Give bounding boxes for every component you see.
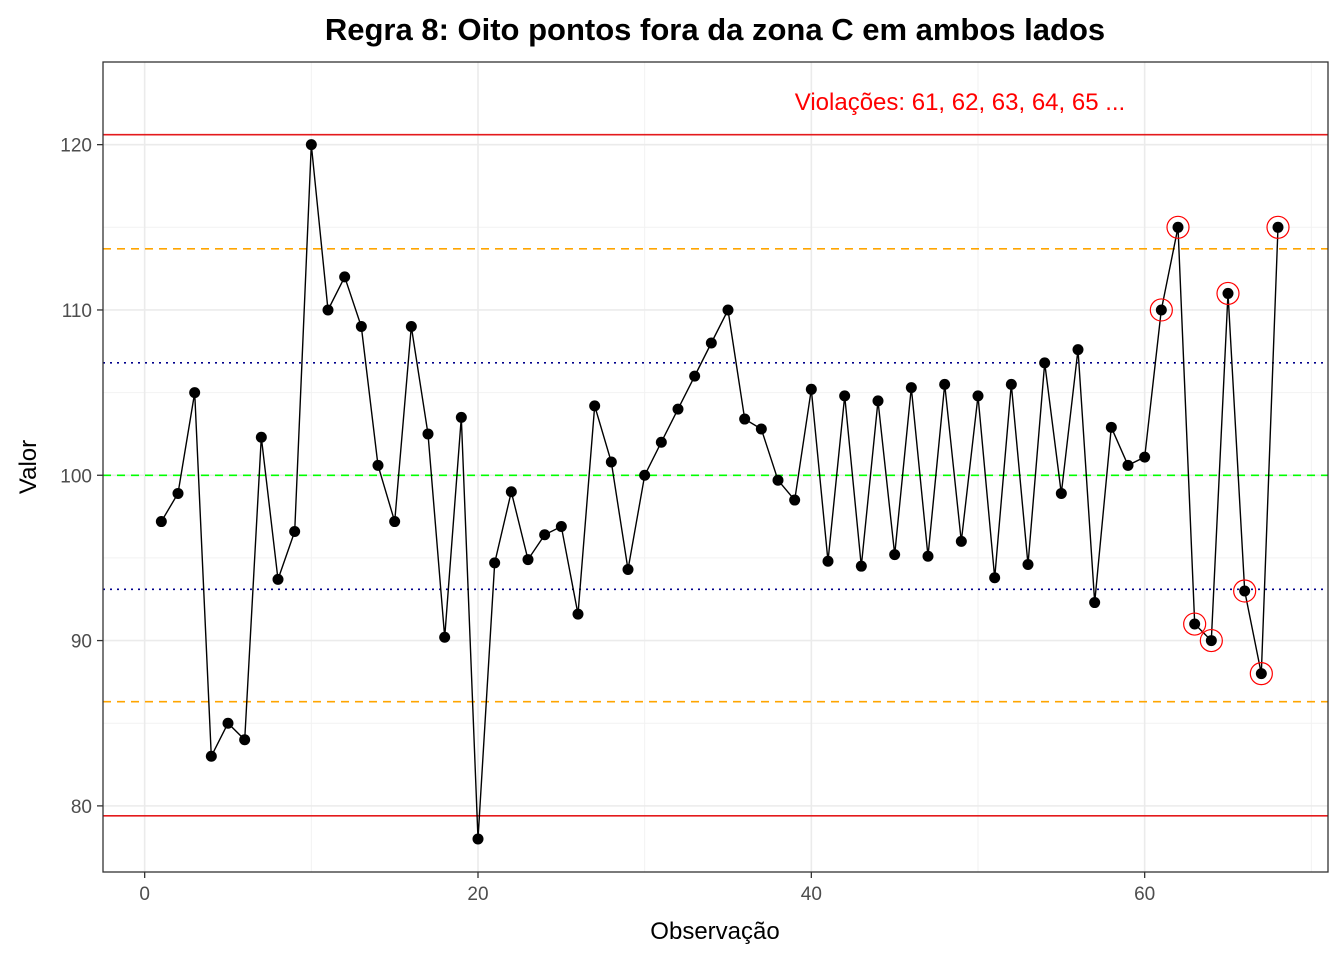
violations-annotation: Violações: 61, 62, 63, 64, 65 ...	[795, 89, 1125, 116]
data-point	[1055, 487, 1067, 499]
y-tick-label: 90	[71, 632, 92, 653]
data-point	[555, 521, 567, 533]
data-point	[189, 387, 201, 399]
data-point	[755, 423, 767, 435]
violation-ring	[1233, 579, 1257, 603]
data-point	[522, 554, 534, 566]
data-point	[172, 487, 184, 499]
data-point	[855, 560, 867, 572]
grid	[103, 62, 1328, 872]
violation-ring	[1199, 628, 1223, 653]
data-point	[822, 555, 834, 567]
data-point	[939, 378, 951, 390]
violation-ring	[1166, 215, 1190, 239]
y-axis-title: Valor	[15, 440, 42, 494]
data-point	[389, 516, 401, 528]
violation-ring	[1249, 662, 1273, 686]
data-point	[772, 474, 784, 486]
data-point	[722, 304, 734, 316]
y-tick-label: 110	[62, 301, 92, 322]
y-axis-ticks: 80 90 100 110 120	[60, 136, 103, 818]
data-point	[272, 573, 284, 585]
data-point	[439, 631, 451, 643]
data-point	[1239, 585, 1251, 597]
data-point	[1155, 304, 1167, 316]
data-point	[255, 431, 267, 443]
data-point	[655, 436, 667, 448]
data-point	[355, 320, 367, 332]
data-series	[155, 139, 1284, 845]
data-point	[1222, 287, 1234, 299]
data-point	[1172, 221, 1184, 233]
violation-ring	[1183, 612, 1207, 636]
data-point	[955, 535, 967, 547]
data-point	[905, 382, 917, 394]
data-point	[639, 469, 651, 481]
data-point	[839, 390, 851, 402]
data-point	[1105, 421, 1117, 433]
x-axis-ticks: 0 20 40 60	[139, 872, 1155, 905]
series-line	[160, 144, 1279, 839]
data-point	[872, 395, 884, 407]
x-tick-label: 20	[467, 884, 488, 905]
data-point	[989, 572, 1001, 584]
data-point	[455, 411, 467, 423]
data-point	[405, 320, 417, 332]
violation-markers	[1149, 215, 1290, 686]
data-point	[539, 529, 551, 541]
reference-lines	[103, 133, 1328, 817]
violation-ring	[1216, 281, 1240, 306]
y-tick-label: 100	[60, 466, 92, 487]
data-point	[1205, 635, 1217, 647]
data-point	[622, 563, 634, 575]
data-point	[1189, 618, 1201, 630]
data-point	[972, 390, 984, 402]
data-point	[422, 428, 434, 440]
x-tick-label: 60	[1134, 884, 1155, 905]
data-point	[1272, 221, 1284, 233]
data-point	[705, 337, 717, 349]
data-point	[1089, 597, 1101, 609]
data-point	[222, 717, 234, 729]
data-point	[1039, 357, 1051, 369]
data-point	[672, 403, 684, 415]
data-point	[322, 304, 334, 316]
data-point	[1255, 668, 1267, 680]
data-point	[922, 550, 934, 562]
y-tick-label: 120	[60, 136, 92, 157]
data-point	[1072, 344, 1084, 356]
panel-border	[102, 61, 1329, 873]
data-point	[889, 549, 901, 561]
data-point	[372, 459, 384, 471]
data-point	[239, 734, 251, 746]
data-point	[805, 383, 817, 395]
data-point	[605, 456, 617, 468]
data-point	[572, 608, 584, 620]
data-point	[505, 486, 517, 498]
data-point	[489, 557, 501, 569]
data-point	[789, 494, 801, 506]
x-axis-title: Observação	[650, 918, 779, 945]
data-point	[472, 833, 484, 845]
data-point	[1139, 451, 1151, 463]
data-point	[1122, 459, 1134, 471]
data-point	[155, 516, 167, 528]
x-tick-label: 0	[139, 884, 150, 905]
data-point	[339, 271, 351, 283]
y-tick-label: 80	[71, 797, 92, 818]
chart-title: Regra 8: Oito pontos fora da zona C em a…	[325, 12, 1105, 47]
violation-ring	[1149, 298, 1173, 322]
violation-ring	[1266, 215, 1290, 239]
data-point	[205, 750, 217, 762]
data-point	[1022, 559, 1034, 571]
x-tick-label: 40	[801, 884, 822, 905]
data-point	[739, 413, 751, 425]
data-point	[289, 525, 301, 537]
data-point	[589, 400, 601, 412]
data-point	[305, 139, 317, 151]
data-point	[689, 370, 701, 382]
data-point	[1005, 378, 1017, 390]
